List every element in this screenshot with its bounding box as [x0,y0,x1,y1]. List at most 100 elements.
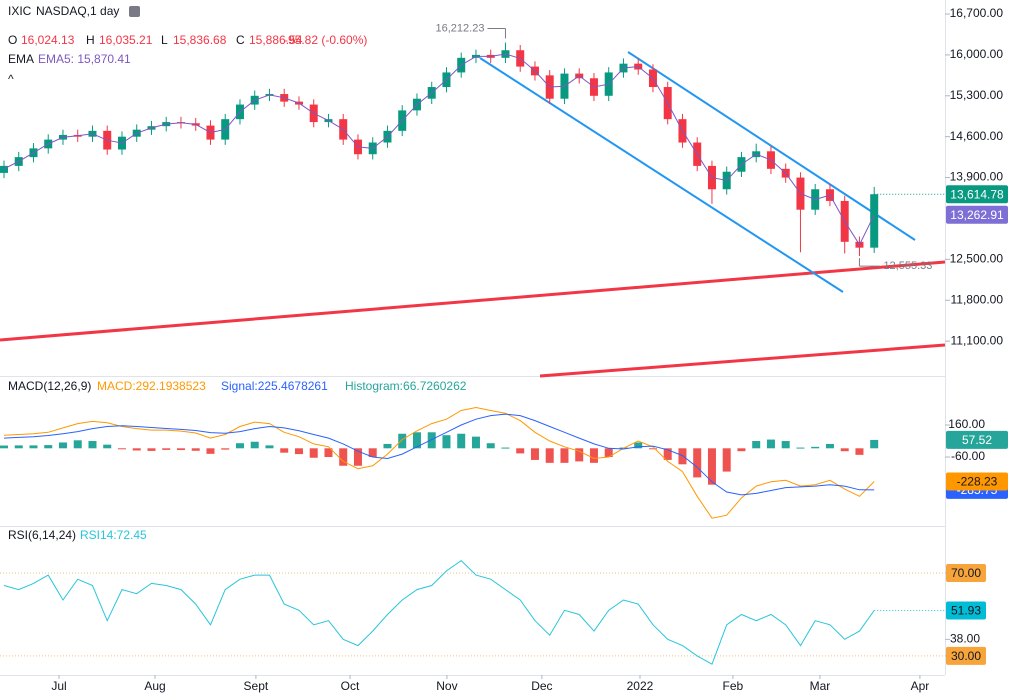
rsi-line [3,559,875,665]
y-tick-label: 16,700.00 [950,6,1004,20]
macd-badge-bg [946,430,1008,449]
histogram-bar [191,448,200,451]
legend: IXIC NASDAQ,1 day O 16,024.13 H 16,035.2… [8,4,467,542]
channel-line [479,57,844,293]
signal-line [3,413,875,496]
histogram-bar [604,448,613,458]
macd-title: MACD(12,26,9) [8,379,91,393]
x-tick-label: Mar [810,679,831,693]
histogram-bar [206,448,215,454]
drawings [0,51,946,378]
y-tick-label: 11,100.00 [951,333,1004,347]
ema-badge-bg [946,205,1008,224]
histogram-bar [235,443,244,449]
histogram-bar [58,442,67,449]
ema-value: EMA5: 15,870.41 [38,52,131,66]
ohlc-value: 15,886.54 [249,33,303,47]
x-tick-label: Oct [341,679,360,693]
candle-body [0,165,8,173]
macd-legend: MACD:292.1938523 [97,379,206,393]
histogram-bar [324,448,333,458]
histogram-bar [353,448,362,466]
collapse[interactable]: ^ [8,72,14,86]
histogram-bar [117,448,126,450]
histogram-bar [442,435,451,449]
x-tick-label: Apr [911,679,930,693]
histogram-bar [811,446,820,449]
histogram-bar [14,445,23,449]
x-tick-label: Sept [244,679,269,693]
y-tick-label: 15,300.00 [950,88,1004,102]
histogram-bar [427,432,436,449]
histogram-bar [294,448,303,455]
ohlc-value: 16,035.21 [99,33,153,47]
histogram-bar [678,448,687,465]
histogram-bar [162,448,171,450]
y-tick-label: 11,800.00 [951,292,1004,306]
ohlc-label: O [8,33,17,47]
ema-badge: 13,262.91 [950,208,1004,222]
histogram-bar [560,448,569,463]
rsi-legend: RSI14:72.45 [80,528,147,542]
histogram-bar [722,448,731,472]
histogram-bar [663,448,672,460]
interval: NASDAQ,1 day [36,4,119,18]
rsi-badge: 51.93 [951,604,981,618]
y-tick-label: 70.00 [951,566,981,580]
macd-line [3,406,875,519]
y-tick-label: 13,900.00 [950,170,1004,184]
ema-line [3,53,875,246]
ohlc-value: 16,024.13 [21,33,75,47]
band-badge [946,564,986,583]
histogram-legend: Histogram:66.7260262 [345,379,467,393]
x-tick-label: Feb [723,679,744,693]
histogram-bar [575,448,584,462]
histogram-bar [309,448,318,458]
histogram-bar [147,448,156,451]
histogram-bar [176,448,185,451]
histogram-bar [280,448,289,453]
histogram-bar [634,442,643,449]
rsi-badge-bg [946,601,986,620]
histogram-bar [471,436,480,449]
histogram-bar [339,448,348,466]
histogram-bar [486,443,495,449]
histogram-bar [383,443,392,449]
histogram-bar [752,441,761,449]
histogram-bar [870,439,879,449]
histogram-bar [648,448,657,450]
y-tick-label: 12,500.00 [950,252,1004,266]
histogram-bar [530,448,539,460]
min-label: 12,555.33 [883,260,932,272]
max-label: 16,212.23 [436,22,485,34]
histogram-bar [693,448,702,478]
histogram-bar [29,445,38,449]
macd-badge: -228.23 [957,475,998,489]
y-tick-label: 160.00 [948,417,985,431]
histogram-bar [368,448,377,458]
x-tick-label: Jul [51,679,66,693]
trend-line [0,260,946,342]
candle-body [870,194,879,248]
close-badge-bg [946,185,1008,204]
x-tick-label: Nov [436,679,457,693]
histogram-bar [265,445,274,449]
histogram-bar [73,440,82,449]
y-tick-label: 30.00 [951,649,981,663]
histogram-bar [516,448,525,454]
histogram-bar [707,448,716,485]
change: -95.82 (-0.60%) [284,33,367,47]
band-badge [946,646,986,665]
histogram-bar [132,448,141,451]
x-tick-label: 2022 [627,679,654,693]
histogram-bar [796,447,805,449]
y-tick-label: 14,600.00 [950,129,1004,143]
histogram-bar [0,445,8,449]
histogram-bar [250,441,259,449]
histogram-bar [88,441,97,449]
histogram-bar [221,448,230,450]
menu-icon[interactable] [129,6,140,17]
histogram-bar [737,448,746,452]
histogram-bar [412,432,421,449]
symbol: IXIC [8,4,32,18]
